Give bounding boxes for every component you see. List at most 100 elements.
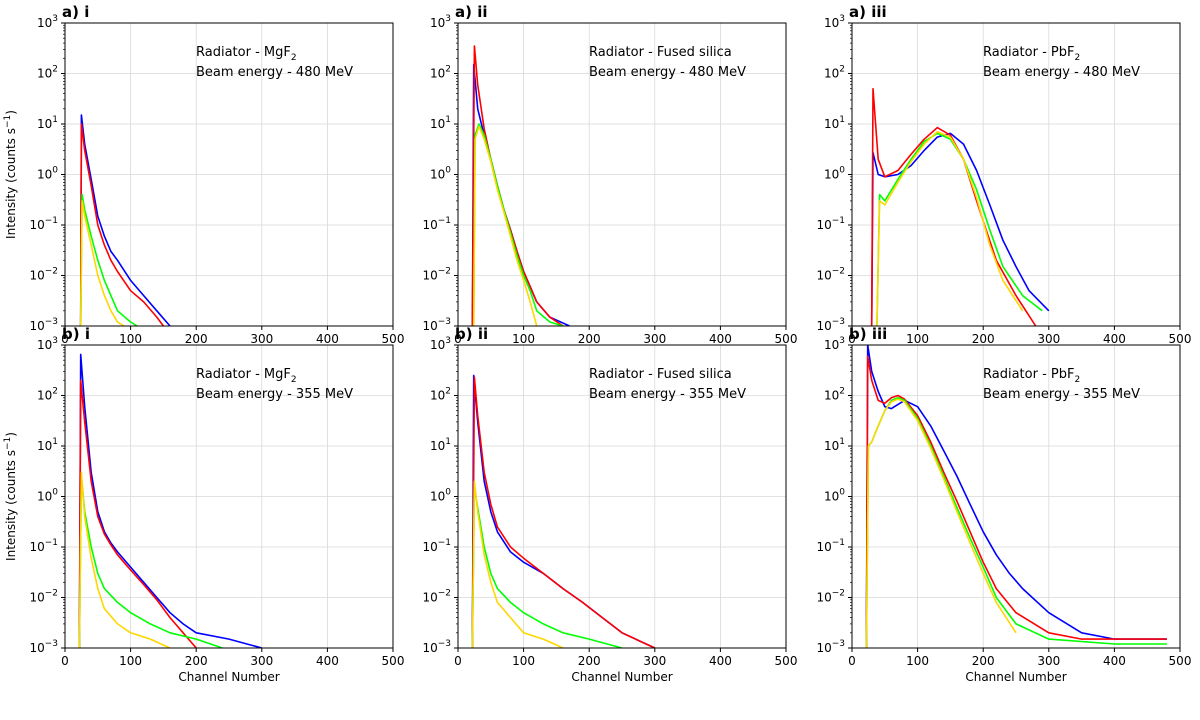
y-tick-base: 10 <box>422 540 437 554</box>
y-tick-base: 10 <box>37 389 52 403</box>
series-line-2 <box>79 123 165 326</box>
y-tick-base: 10 <box>430 490 445 504</box>
y-tick-label: 103 <box>824 14 845 30</box>
y-tick-base: 10 <box>37 168 52 182</box>
y-tick-label: 101 <box>824 115 845 131</box>
y-tick-label: 103 <box>37 14 58 30</box>
y-axis-label-superscript: −1 <box>3 115 13 128</box>
x-tick-label: 0 <box>454 332 462 346</box>
panel-b-iii: 0 100 200 300 400 50010−310−210−1100101102103… <box>816 325 1191 684</box>
y-tick-exponent: −3 <box>438 317 451 327</box>
annotation-radiator: Radiator - Fused silica <box>589 367 732 382</box>
y-tick-label: 103 <box>824 336 845 352</box>
y-tick-base: 10 <box>430 16 445 30</box>
panel-title: b) i <box>62 325 90 343</box>
y-tick-base: 10 <box>430 389 445 403</box>
panel-title: a) ii <box>455 3 487 21</box>
panel-title: a) i <box>62 3 89 21</box>
y-tick-label: 10−1 <box>29 216 58 232</box>
y-tick-base: 10 <box>816 641 831 655</box>
annotation-beam-energy: Beam energy - 480 MeV <box>983 65 1140 80</box>
y-tick-exponent: 0 <box>52 166 58 176</box>
x-tick-label: 200 <box>972 654 995 668</box>
y-tick-base: 10 <box>816 591 831 605</box>
plot-frame <box>851 344 1181 649</box>
y-tick-label: 10−2 <box>422 589 451 605</box>
series-line-1 <box>865 345 1167 648</box>
y-tick-exponent: −2 <box>45 589 58 599</box>
y-tick-label: 101 <box>824 437 845 453</box>
annotation-radiator-subscript: 2 <box>291 53 297 63</box>
y-tick-exponent: 0 <box>445 166 451 176</box>
y-tick-label: 10−2 <box>422 267 451 283</box>
y-tick-exponent: 1 <box>445 115 451 125</box>
x-tick-label: 0 <box>848 654 856 668</box>
series-line-1 <box>79 114 171 326</box>
series-line-1 <box>471 63 570 326</box>
y-tick-label: 10−1 <box>422 216 451 232</box>
annotation-radiator-text: Radiator - PbF <box>983 367 1074 382</box>
x-tick-label: 300 <box>1037 332 1060 346</box>
y-tick-base: 10 <box>824 16 839 30</box>
y-tick-base: 10 <box>430 338 445 352</box>
y-tick-exponent: −2 <box>438 589 451 599</box>
y-tick-label: 10−3 <box>422 317 451 333</box>
annotation-radiator: Radiator - PbF2 <box>983 367 1080 385</box>
y-tick-base: 10 <box>422 218 437 232</box>
y-tick-base: 10 <box>816 218 831 232</box>
series-line-2 <box>471 45 564 326</box>
y-axis-label-suffix: ) <box>4 432 18 437</box>
annotation-radiator-text: Radiator - MgF <box>196 45 291 60</box>
x-tick-label: 400 <box>1103 654 1126 668</box>
x-tick-label: 500 <box>1169 332 1192 346</box>
y-tick-exponent: 2 <box>445 65 451 75</box>
x-tick-label: 200 <box>972 332 995 346</box>
y-tick-exponent: −3 <box>832 317 845 327</box>
y-axis-label: Intensity (counts s−1) <box>3 110 18 239</box>
x-tick-label: 300 <box>250 332 273 346</box>
y-tick-exponent: −2 <box>45 267 58 277</box>
x-tick-label: 500 <box>382 332 405 346</box>
x-tick-label: 100 <box>906 654 929 668</box>
y-tick-base: 10 <box>816 269 831 283</box>
series-line-3 <box>876 132 1043 326</box>
annotation-radiator: Radiator - MgF2 <box>196 367 297 385</box>
series-line-3 <box>471 486 623 648</box>
y-tick-exponent: 0 <box>839 166 845 176</box>
panel-b-i: 0 100 200 300 400 50010−310−210−1100101102103… <box>3 325 404 684</box>
annotation-beam-energy: Beam energy - 355 MeV <box>589 387 746 402</box>
y-tick-exponent: 0 <box>839 488 845 498</box>
y-tick-label: 10−1 <box>29 538 58 554</box>
y-tick-label: 10−3 <box>422 639 451 655</box>
y-tick-label: 101 <box>430 437 451 453</box>
y-tick-exponent: −3 <box>45 639 58 649</box>
y-tick-label: 103 <box>430 336 451 352</box>
annotation-beam-energy: Beam energy - 355 MeV <box>983 387 1140 402</box>
x-axis-label: Channel Number <box>178 670 279 684</box>
y-tick-base: 10 <box>37 67 52 81</box>
y-tick-exponent: 3 <box>52 14 58 24</box>
y-tick-base: 10 <box>37 490 52 504</box>
plot-frame <box>457 344 787 649</box>
y-tick-label: 100 <box>430 488 451 504</box>
y-tick-exponent: −2 <box>832 589 845 599</box>
y-tick-label: 10−2 <box>29 589 58 605</box>
x-tick-label: 100 <box>512 654 535 668</box>
y-tick-base: 10 <box>824 338 839 352</box>
y-tick-label: 10−2 <box>29 267 58 283</box>
y-axis-label-text: Intensity (counts s <box>4 128 18 239</box>
y-tick-base: 10 <box>29 218 44 232</box>
y-tick-label: 10−3 <box>816 317 845 333</box>
x-tick-label: 0 <box>61 332 69 346</box>
x-tick-label: 500 <box>1169 654 1192 668</box>
panel-title: b) iii <box>849 325 887 343</box>
y-axis-label-text: Intensity (counts s <box>4 450 18 561</box>
y-tick-base: 10 <box>29 269 44 283</box>
y-tick-base: 10 <box>430 67 445 81</box>
y-tick-base: 10 <box>37 439 52 453</box>
panel-title: a) iii <box>849 3 887 21</box>
x-tick-label: 500 <box>775 654 798 668</box>
series-line-3 <box>865 396 1167 648</box>
panel-title: b) ii <box>455 325 488 343</box>
